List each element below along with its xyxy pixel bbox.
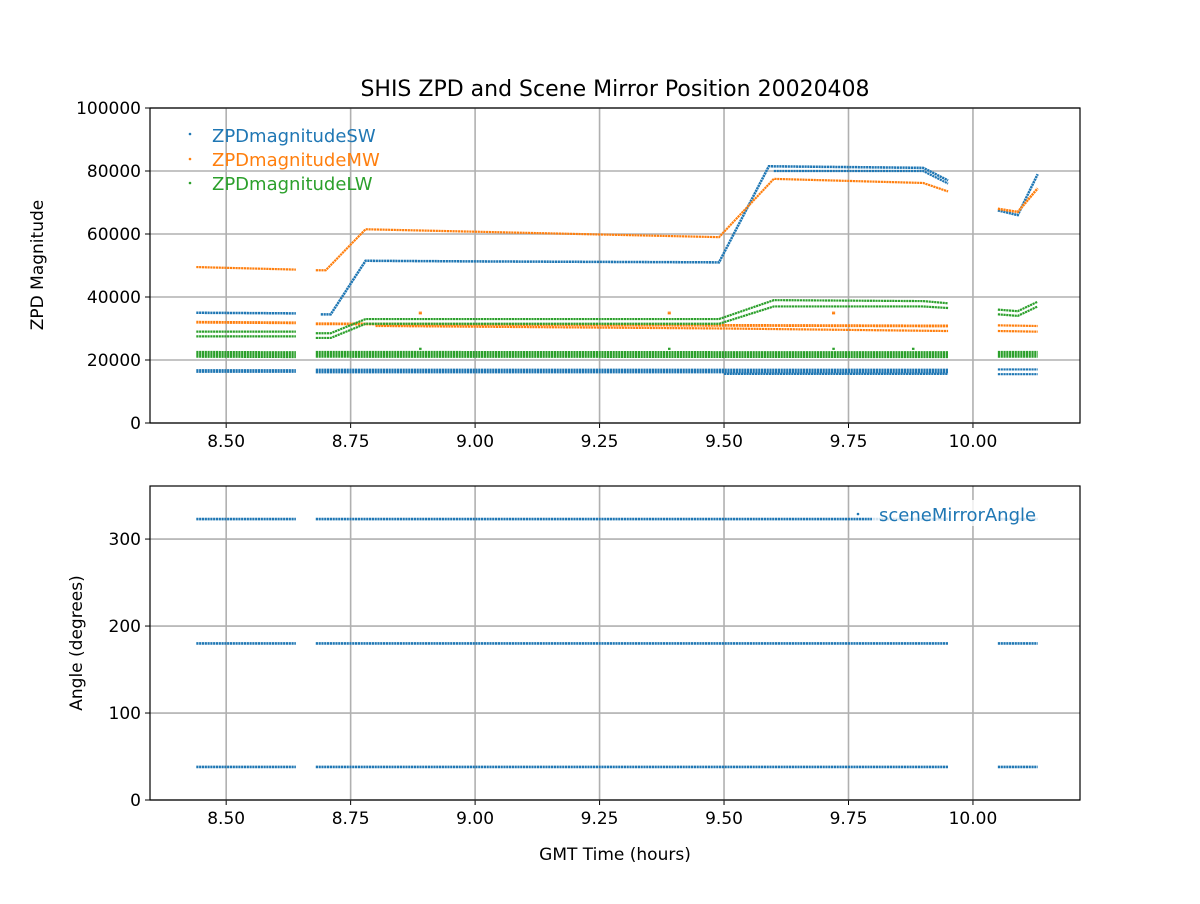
- x-tick-label: 9.25: [581, 432, 619, 452]
- legend-marker-lw: [189, 182, 192, 185]
- data-trace: [316, 179, 948, 270]
- data-trace: [316, 306, 948, 338]
- legend-label-lw: ZPDmagnitudeLW: [212, 174, 373, 195]
- legend-label-sw: ZPDmagnitudeSW: [212, 126, 376, 147]
- x-tick-label: 9.00: [456, 432, 494, 452]
- y-tick-label: 0: [130, 791, 141, 811]
- x-tick-label: 8.50: [207, 432, 245, 452]
- series-ZPDmagnitudeMW: [196, 179, 1037, 332]
- y-tick-label: 0: [130, 414, 141, 434]
- data-trace: [196, 322, 296, 323]
- data-trace: [321, 166, 948, 314]
- data-trace: [998, 325, 1038, 326]
- x-tick-label: 9.50: [705, 809, 743, 829]
- bottom-y-axis-label: Angle (degrees): [67, 575, 87, 710]
- y-tick-label: 60000: [87, 225, 141, 245]
- x-tick-label: 10.00: [949, 432, 998, 452]
- x-tick-label: 9.25: [581, 809, 619, 829]
- top-legend: ZPDmagnitudeSW ZPDmagnitudeMW ZPDmagnitu…: [189, 126, 380, 195]
- x-axis-label: GMT Time (hours): [539, 845, 691, 865]
- data-trace: [998, 188, 1038, 212]
- legend-marker-scene-mirror: [857, 513, 860, 516]
- y-tick-label: 20000: [87, 351, 141, 371]
- y-tick-label: 80000: [87, 162, 141, 182]
- y-tick-label: 100000: [76, 99, 141, 119]
- x-tick-label: 9.75: [830, 432, 868, 452]
- x-tick-label: 8.75: [332, 432, 370, 452]
- x-tick-label: 10.00: [949, 809, 998, 829]
- y-tick-label: 300: [109, 530, 141, 550]
- legend-marker-sw: [189, 133, 192, 136]
- legend-marker-mw: [189, 158, 192, 161]
- data-trace: [774, 171, 948, 184]
- y-tick-label: 200: [109, 617, 141, 637]
- data-trace: [998, 331, 1038, 332]
- y-tick-label: 40000: [87, 288, 141, 308]
- x-tick-label: 8.75: [332, 809, 370, 829]
- series-sceneMirrorAngle: [196, 519, 1037, 767]
- x-tick-label: 8.50: [207, 809, 245, 829]
- chart-title: SHIS ZPD and Scene Mirror Position 20020…: [360, 77, 869, 102]
- x-tick-label: 9.50: [705, 432, 743, 452]
- y-tick-label: 100: [109, 704, 141, 724]
- legend-label-mw: ZPDmagnitudeMW: [212, 150, 380, 171]
- legend-label-scene-mirror: sceneMirrorAngle: [879, 505, 1036, 526]
- x-tick-label: 9.00: [456, 809, 494, 829]
- bottom-axes: 8.50 8.75 9.00 9.25 9.50 9.75 10.00 0 100 200 300 s…: [109, 486, 1080, 829]
- x-tick-label: 9.75: [830, 809, 868, 829]
- top-y-axis-label: ZPD Magnitude: [28, 200, 48, 330]
- data-trace: [196, 313, 296, 314]
- data-trace: [196, 267, 296, 270]
